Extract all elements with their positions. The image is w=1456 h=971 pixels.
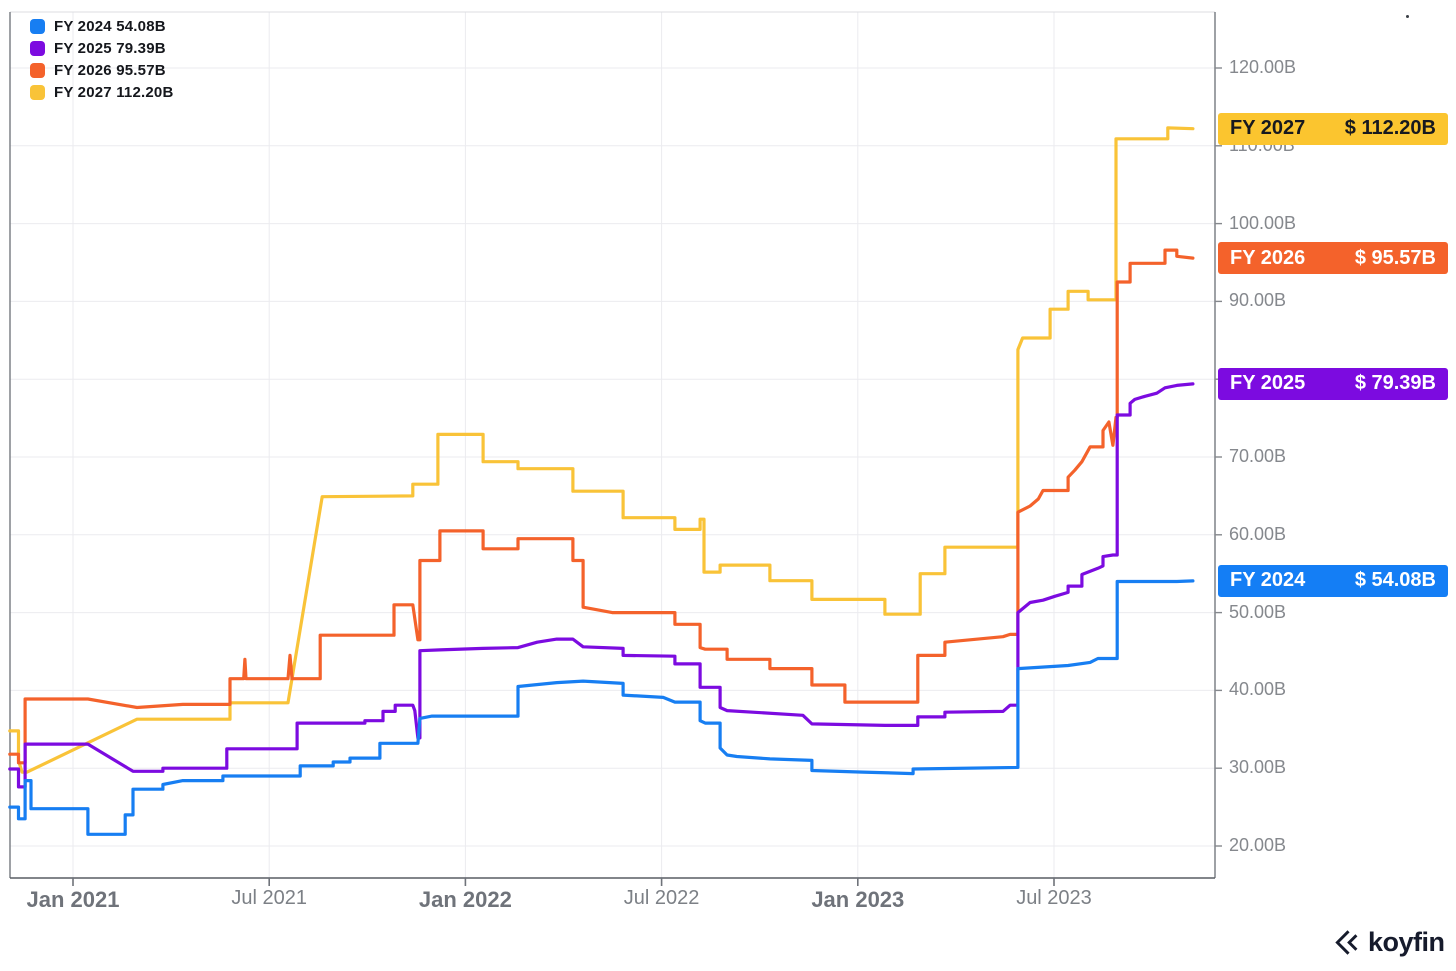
fy2024-swatch-icon bbox=[30, 19, 45, 34]
legend-item-fy2025[interactable]: FY 2025 79.39B bbox=[30, 40, 173, 57]
y-axis-label: 100.00B bbox=[1229, 212, 1297, 233]
badge-label: FY 2026 bbox=[1230, 246, 1306, 269]
legend-label: FY 2025 79.39B bbox=[54, 40, 166, 57]
last-value-badge-fy2026: FY 2026 $ 95.57B bbox=[1218, 242, 1448, 275]
y-axis-label: 120.00B bbox=[1229, 57, 1297, 77]
series-line-fy2025 bbox=[8, 382, 1195, 789]
x-axis-label: Jan 2021 bbox=[26, 887, 120, 912]
fy2026-swatch-icon bbox=[30, 63, 45, 78]
koyfin-logo: koyfin bbox=[1334, 927, 1445, 958]
badge-value: $ 54.08B bbox=[1354, 569, 1436, 592]
badge-value: $ 95.57B bbox=[1354, 246, 1436, 269]
x-axis-label: Jul 2023 bbox=[1016, 887, 1092, 909]
badge-value: $ 112.20B bbox=[1344, 117, 1436, 140]
series-line-fy2024 bbox=[8, 579, 1195, 836]
last-value-badge-fy2024: FY 2024 $ 54.08B bbox=[1218, 564, 1448, 597]
legend-item-fy2024[interactable]: FY 2024 54.08B bbox=[30, 18, 173, 35]
badge-label: FY 2024 bbox=[1230, 569, 1306, 592]
last-value-badge-fy2027: FY 2027 $ 112.20B bbox=[1218, 112, 1448, 145]
y-axis-label: 40.00B bbox=[1229, 679, 1287, 700]
badge-label: FY 2027 bbox=[1230, 117, 1306, 140]
x-axis-label: Jul 2021 bbox=[231, 887, 307, 909]
x-axis-label: Jan 2023 bbox=[811, 887, 905, 912]
corner-dot bbox=[1406, 15, 1409, 18]
y-axis-label: 60.00B bbox=[1229, 523, 1287, 544]
legend-item-fy2026[interactable]: FY 2026 95.57B bbox=[30, 62, 173, 79]
fy2027-swatch-icon bbox=[30, 85, 45, 100]
koyfin-logo-text: koyfin bbox=[1368, 927, 1445, 957]
legend-label: FY 2026 95.57B bbox=[54, 62, 166, 79]
legend-label: FY 2027 112.20B bbox=[54, 84, 174, 101]
y-axis-label: 20.00B bbox=[1229, 835, 1287, 855]
y-axis-label: 70.00B bbox=[1229, 446, 1287, 466]
koyfin-logo-icon bbox=[1335, 930, 1358, 955]
x-axis-label: Jan 2022 bbox=[418, 887, 512, 912]
fy2025-swatch-icon bbox=[30, 41, 45, 56]
badge-label: FY 2025 bbox=[1230, 372, 1306, 395]
legend-item-fy2027[interactable]: FY 2027 112.20B bbox=[30, 84, 174, 101]
y-axis-label: 90.00B bbox=[1229, 290, 1287, 311]
y-axis-label: 30.00B bbox=[1229, 757, 1287, 778]
x-axis-label: Jul 2022 bbox=[623, 887, 700, 909]
chart-legend: FY 2024 54.08B FY 2025 79.39B FY 2026 95… bbox=[30, 18, 174, 101]
badge-value: $ 79.39B bbox=[1354, 372, 1436, 395]
last-value-badge-fy2025: FY 2025 $ 79.39B bbox=[1218, 367, 1448, 400]
series-line-fy2026 bbox=[8, 248, 1195, 765]
series-line-fy2027 bbox=[8, 126, 1195, 774]
y-axis-label: 50.00B bbox=[1229, 601, 1287, 622]
legend-label: FY 2024 54.08B bbox=[54, 18, 166, 35]
